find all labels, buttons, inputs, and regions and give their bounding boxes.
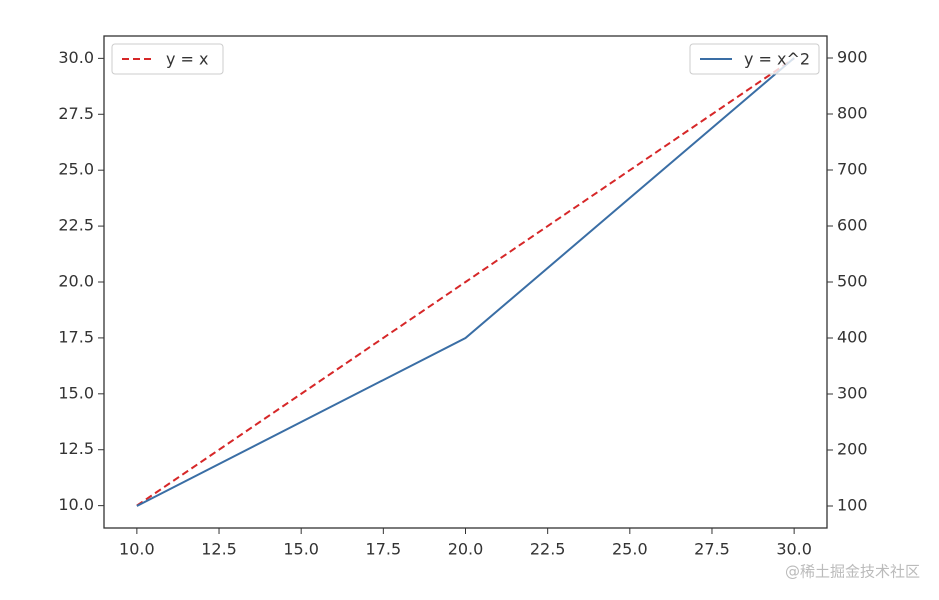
x-tick-label: 10.0 xyxy=(119,540,155,559)
y2-tick-label: 700 xyxy=(837,160,868,179)
legend-box xyxy=(111,43,224,75)
x-tick-label: 15.0 xyxy=(283,540,319,559)
y-tick-label: 30.0 xyxy=(58,48,94,67)
x-tick-label: 20.0 xyxy=(448,540,484,559)
x-tick-label: 27.5 xyxy=(694,540,730,559)
y-tick-label: 10.0 xyxy=(58,495,94,514)
y2-tick-label: 600 xyxy=(837,216,868,235)
y-tick-label: 15.0 xyxy=(58,383,94,402)
y-tick-label: 25.0 xyxy=(58,160,94,179)
x-tick-label: 12.5 xyxy=(201,540,237,559)
y-tick-label: 27.5 xyxy=(58,104,94,123)
legend-box xyxy=(689,43,820,75)
y-tick-label: 22.5 xyxy=(58,216,94,235)
series-line xyxy=(136,57,795,507)
y2-tick-label: 900 xyxy=(837,48,868,67)
y-tick-label: 17.5 xyxy=(58,327,94,346)
x-tick-label: 30.0 xyxy=(776,540,812,559)
x-tick-label: 17.5 xyxy=(366,540,402,559)
y2-tick-label: 800 xyxy=(837,104,868,123)
series-line xyxy=(136,57,795,507)
y2-tick-label: 400 xyxy=(837,327,868,346)
y2-tick-label: 200 xyxy=(837,439,868,458)
watermark: @稀土掘金技术社区 xyxy=(785,563,920,581)
y-tick-label: 20.0 xyxy=(58,272,94,291)
y2-tick-label: 300 xyxy=(837,383,868,402)
y2-tick-label: 500 xyxy=(837,272,868,291)
y2-tick-label: 100 xyxy=(837,495,868,514)
x-tick-label: 22.5 xyxy=(530,540,566,559)
y-tick-label: 12.5 xyxy=(58,439,94,458)
legend-label: y = x^2 xyxy=(744,50,810,69)
x-tick-label: 25.0 xyxy=(612,540,648,559)
legend-label: y = x xyxy=(166,50,209,69)
